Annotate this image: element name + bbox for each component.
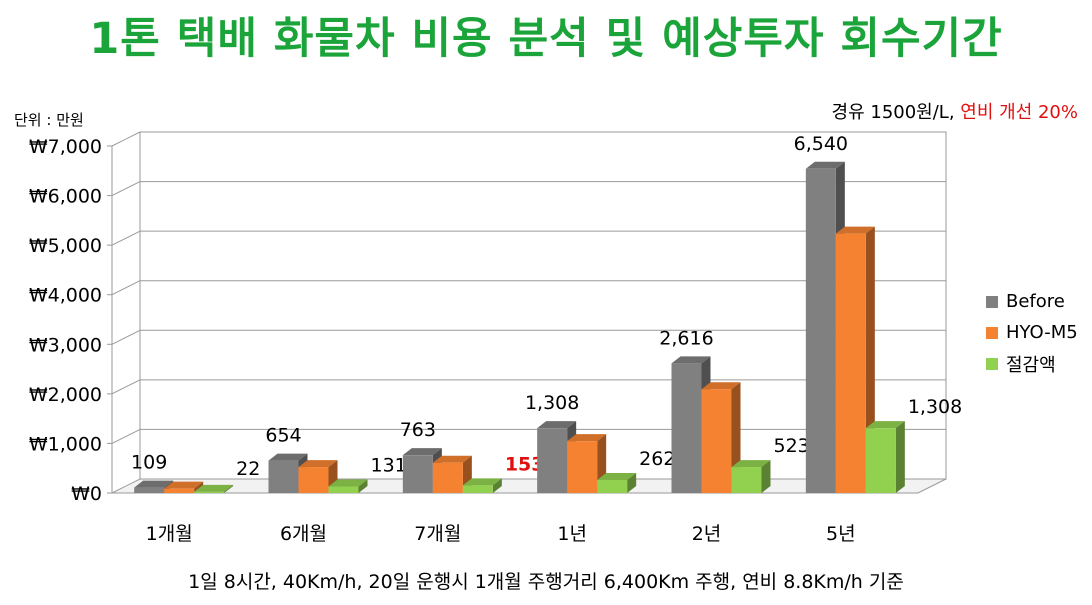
bar-top-saving — [865, 421, 905, 429]
data-label-saving: 153 — [505, 453, 545, 475]
bar-side-saving — [761, 460, 771, 493]
legend-item-hyo-m5: HYO-M5 — [986, 317, 1078, 348]
bar-before — [402, 455, 433, 493]
bar-top-before — [402, 448, 442, 456]
bar-saving — [597, 480, 628, 493]
data-label-saving: 1,308 — [908, 396, 962, 418]
data-label-before: 2,616 — [659, 327, 713, 349]
bar-saving — [865, 428, 896, 493]
bar-hyo-m5 — [164, 488, 195, 493]
data-label-before: 6,540 — [794, 133, 848, 155]
y-tick-label: ₩0 — [71, 483, 102, 505]
data-label-before: 109 — [131, 452, 167, 474]
unit-label: 단위 : 만원 — [14, 111, 84, 129]
bar-top-before — [671, 356, 711, 364]
y-tick-label: ₩4,000 — [29, 285, 102, 307]
bar-top-before — [805, 161, 845, 169]
bar-side-saving — [895, 421, 905, 493]
x-tick-label: 6개월 — [280, 523, 327, 545]
bar-hyo-m5 — [835, 233, 866, 494]
bar-side-saving — [492, 478, 502, 493]
data-label-saving: 22 — [236, 458, 260, 480]
bar-top-saving — [328, 479, 368, 487]
legend-item-saving: 절감액 — [986, 348, 1078, 379]
bar-top-hyo-m5 — [701, 382, 741, 390]
data-label-before: 1,308 — [525, 392, 579, 414]
x-tick-label: 7개월 — [414, 523, 461, 545]
y-tick-label: ₩6,000 — [29, 186, 102, 208]
bar-top-saving — [597, 473, 637, 481]
bar-hyo-m5 — [701, 389, 732, 493]
bar-hyo-m5 — [432, 462, 463, 493]
bar-top-hyo-m5 — [298, 460, 338, 468]
gridline-diagonal — [111, 131, 141, 147]
gridline-diagonal — [111, 230, 141, 246]
bar-hyo-m5 — [298, 467, 329, 493]
legend-swatch-saving — [986, 357, 998, 370]
bar-top-saving — [194, 484, 234, 492]
legend-item-before: Before — [986, 286, 1078, 317]
gridline-diagonal — [111, 329, 141, 345]
x-tick-label: 2년 — [692, 523, 722, 545]
efficiency-improvement-text: 연비 개선 20% — [960, 102, 1078, 123]
legend-label-before: Before — [1006, 291, 1065, 312]
bar-side-saving — [627, 473, 637, 493]
bar-saving — [462, 485, 493, 493]
chart-legend: Before HYO-M5 절감액 — [986, 286, 1078, 379]
footer-note: 1일 8시간, 40Km/h, 20일 운행시 1개월 주행거리 6,400Km… — [188, 571, 904, 593]
y-tick-label: ₩5,000 — [29, 235, 102, 257]
bar-saving — [731, 467, 762, 493]
bar-top-before — [134, 480, 174, 488]
bar-top-saving — [731, 460, 771, 468]
y-tick-label: ₩3,000 — [29, 334, 102, 356]
data-label-before: 654 — [265, 425, 301, 447]
bar-before — [268, 460, 299, 493]
data-label-before: 763 — [400, 419, 436, 441]
bar-before — [671, 363, 702, 493]
fuel-price-text: 경유 1500원/L, — [831, 102, 955, 123]
data-label-saving: 262 — [639, 448, 675, 470]
x-tick-label: 1개월 — [146, 523, 193, 545]
bar-top-hyo-m5 — [835, 226, 875, 234]
bar-top-hyo-m5 — [432, 455, 472, 463]
bar-side-saving — [358, 479, 368, 493]
legend-label-hyo-m5: HYO-M5 — [1006, 322, 1078, 343]
legend-label-saving: 절감액 — [1006, 354, 1056, 376]
bar-side-saving — [224, 484, 234, 493]
bar-top-before — [537, 421, 577, 429]
bar-before — [134, 487, 165, 493]
gridline-diagonal — [111, 379, 141, 395]
bar-top-saving — [462, 478, 502, 486]
data-label-saving: 131 — [371, 455, 407, 477]
x-tick-label: 5년 — [826, 523, 856, 545]
data-label-saving: 523 — [774, 435, 810, 457]
gridline-diagonal — [111, 280, 141, 296]
bar-top-before — [268, 453, 308, 461]
bar-before — [805, 168, 836, 493]
y-tick-label: ₩2,000 — [29, 384, 102, 406]
x-tick-label: 1년 — [557, 523, 587, 545]
y-tick-label: ₩1,000 — [29, 433, 102, 455]
bar-hyo-m5 — [567, 441, 598, 493]
bar-top-hyo-m5 — [164, 481, 204, 489]
gridline-diagonal — [111, 181, 141, 197]
legend-swatch-hyo-m5 — [986, 326, 998, 339]
chart-title: 1톤 택배 화물차 비용 분석 및 예상투자 회수기간 — [89, 14, 1003, 64]
bar-saving — [194, 491, 225, 493]
y-tick-label: ₩7,000 — [29, 136, 102, 158]
legend-swatch-before — [986, 295, 998, 308]
bar-saving — [328, 486, 359, 493]
condition-note: 경유 1500원/L, 연비 개선 20% — [832, 98, 1078, 124]
bar-top-hyo-m5 — [567, 434, 607, 442]
gridline-diagonal — [111, 428, 141, 444]
bar-before — [537, 428, 568, 493]
